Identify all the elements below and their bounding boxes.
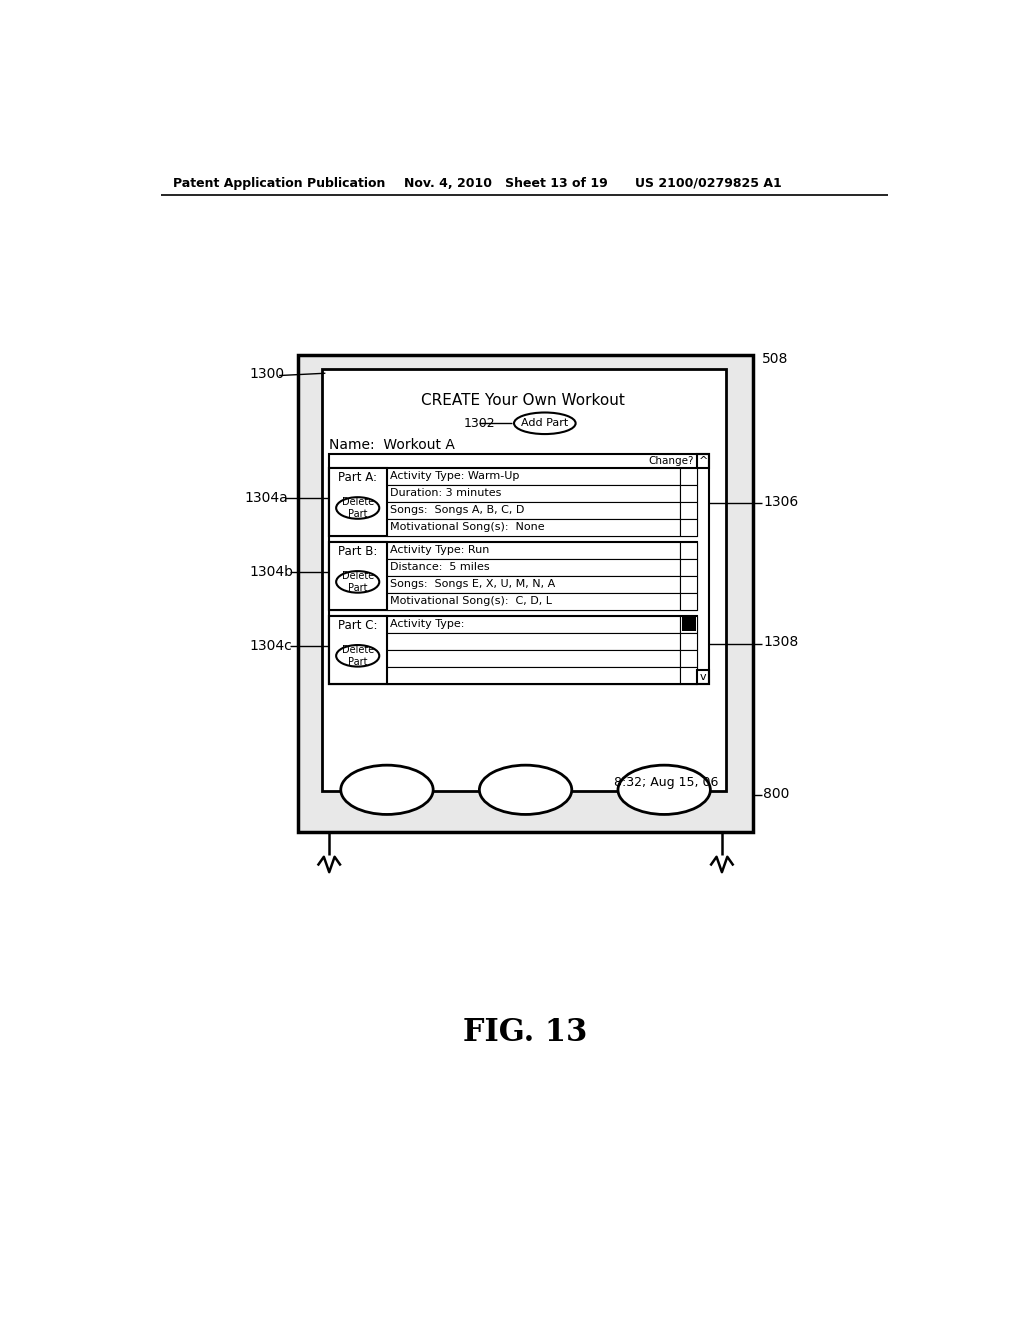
- Bar: [387, 593, 680, 610]
- Bar: [680, 558, 697, 576]
- Ellipse shape: [336, 645, 379, 667]
- Ellipse shape: [336, 572, 379, 593]
- Bar: [680, 649, 697, 667]
- Text: Distance:  5 miles: Distance: 5 miles: [390, 562, 489, 573]
- Bar: [680, 543, 697, 558]
- Text: Activity Type: Run: Activity Type: Run: [390, 545, 489, 556]
- Bar: [387, 576, 680, 593]
- Text: 1302: 1302: [464, 417, 496, 430]
- Bar: [697, 454, 709, 469]
- Bar: [387, 484, 680, 502]
- Bar: [330, 615, 387, 684]
- Text: US 2100/0279825 A1: US 2100/0279825 A1: [635, 177, 781, 190]
- Text: 800: 800: [764, 787, 790, 801]
- Text: 1306: 1306: [764, 495, 799, 508]
- Bar: [330, 543, 387, 610]
- Text: Part C:: Part C:: [338, 619, 378, 632]
- Text: Activity Type: Warm-Up: Activity Type: Warm-Up: [390, 471, 519, 482]
- Text: v: v: [700, 672, 707, 681]
- Text: Songs:  Songs A, B, C, D: Songs: Songs A, B, C, D: [390, 506, 524, 515]
- Text: ^: ^: [698, 455, 709, 466]
- Bar: [387, 615, 680, 632]
- Text: 508: 508: [762, 351, 788, 366]
- Text: Activity Type:: Activity Type:: [390, 619, 465, 630]
- Bar: [387, 502, 680, 519]
- Bar: [322, 370, 726, 792]
- Bar: [680, 615, 697, 632]
- Bar: [387, 558, 680, 576]
- Text: Delete
Part: Delete Part: [342, 572, 374, 593]
- Text: FIG. 13: FIG. 13: [463, 1016, 587, 1048]
- Text: Duration: 3 minutes: Duration: 3 minutes: [390, 488, 502, 499]
- Text: Songs:  Songs E, X, U, M, N, A: Songs: Songs E, X, U, M, N, A: [390, 579, 555, 589]
- Text: Delete
Part: Delete Part: [342, 498, 374, 519]
- Text: Motivational Song(s):  None: Motivational Song(s): None: [390, 523, 545, 532]
- Text: Nov. 4, 2010   Sheet 13 of 19: Nov. 4, 2010 Sheet 13 of 19: [403, 177, 607, 190]
- Bar: [680, 502, 697, 519]
- Bar: [330, 615, 697, 684]
- Bar: [680, 484, 697, 502]
- Text: 8:32; Aug 15, 06: 8:32; Aug 15, 06: [613, 776, 718, 788]
- Text: 1308: 1308: [764, 635, 799, 649]
- Text: 1300: 1300: [250, 367, 285, 381]
- Bar: [330, 543, 697, 610]
- Bar: [697, 669, 709, 684]
- Ellipse shape: [514, 413, 575, 434]
- Text: Motivational Song(s):  C, D, L: Motivational Song(s): C, D, L: [390, 597, 552, 606]
- Bar: [680, 593, 697, 610]
- Bar: [680, 519, 697, 536]
- Text: 1304c: 1304c: [250, 639, 293, 653]
- Bar: [387, 667, 680, 684]
- Ellipse shape: [479, 766, 571, 814]
- Bar: [330, 469, 697, 536]
- Text: CREATE Your Own Workout: CREATE Your Own Workout: [421, 392, 626, 408]
- Ellipse shape: [341, 766, 433, 814]
- Bar: [387, 543, 680, 558]
- Text: 1304b: 1304b: [250, 565, 294, 579]
- Bar: [330, 454, 709, 684]
- Bar: [682, 618, 695, 631]
- Bar: [680, 576, 697, 593]
- Bar: [387, 519, 680, 536]
- Bar: [330, 469, 387, 536]
- Text: Part A:: Part A:: [338, 471, 377, 484]
- Bar: [680, 667, 697, 684]
- Text: Name:  Workout A: Name: Workout A: [330, 438, 455, 451]
- Bar: [387, 632, 680, 649]
- Ellipse shape: [617, 766, 711, 814]
- Text: Change?: Change?: [648, 455, 693, 466]
- Bar: [680, 632, 697, 649]
- Text: Part B:: Part B:: [338, 545, 378, 558]
- Text: 1304a: 1304a: [245, 491, 289, 506]
- Bar: [680, 469, 697, 484]
- Bar: [387, 469, 680, 484]
- Text: Add Part: Add Part: [521, 418, 568, 428]
- Ellipse shape: [336, 498, 379, 519]
- Bar: [298, 355, 753, 832]
- Text: Patent Application Publication: Patent Application Publication: [173, 177, 385, 190]
- Bar: [387, 649, 680, 667]
- Text: Delete
Part: Delete Part: [342, 645, 374, 667]
